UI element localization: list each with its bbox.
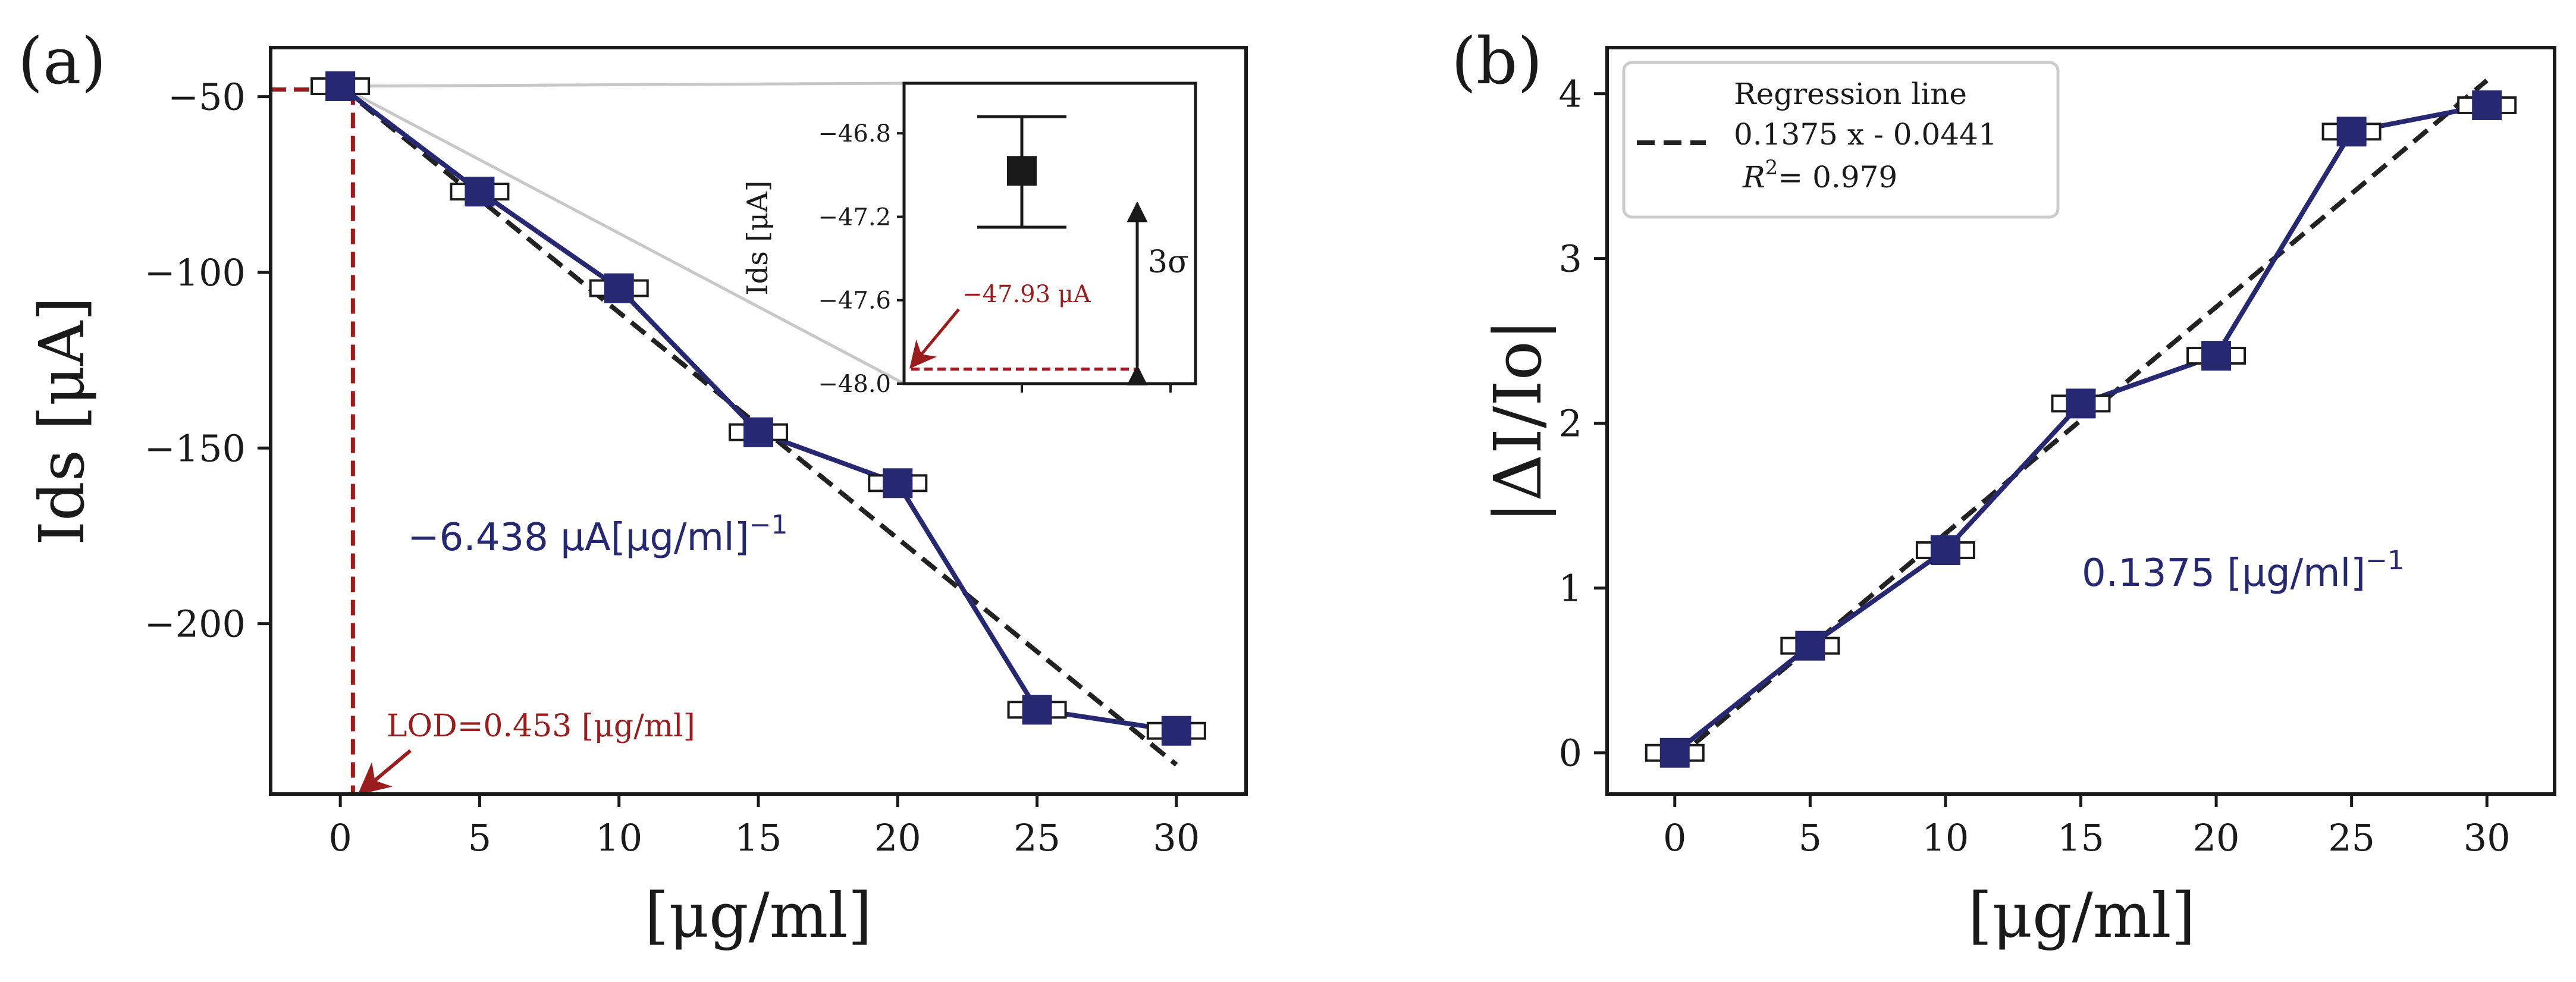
legend-title: Regression line xyxy=(1734,77,1967,111)
y-tick-label: 2 xyxy=(1559,402,1582,445)
inset-lod-arrow xyxy=(909,308,960,369)
x-tick-label: 30 xyxy=(2464,816,2511,859)
data-point xyxy=(2472,90,2502,120)
panel-a: (a) −6.438 μA[μg/ml]−1 LOD=0.453 [μg/ml]… xyxy=(18,24,1248,952)
x-axis-label: [μg/ml] xyxy=(645,879,872,952)
data-point xyxy=(883,468,913,498)
y-tick-label: 4 xyxy=(1559,73,1582,116)
y-tick-label: 1 xyxy=(1559,567,1582,610)
y-axis-label: |ΔI/Io| xyxy=(1480,319,1556,523)
panel-a-label: (a) xyxy=(18,24,106,99)
x-tick-label: 5 xyxy=(1799,816,1822,859)
x-tick-label: 0 xyxy=(328,816,352,859)
x-tick-label: 30 xyxy=(1153,816,1200,859)
axis-ticks: 0 5 10 15 20 25 30 0 1 2 3 4 xyxy=(1559,73,2511,859)
inset-axis-ticks: −46.8 −47.2 −47.6 −48.0 xyxy=(818,120,1172,398)
data-point xyxy=(1659,738,1690,768)
sensitivity-annotation: −6.438 μA[μg/ml]−1 xyxy=(407,510,788,560)
legend-r2-exponent: 2 xyxy=(1765,156,1778,180)
panel-b-label: (b) xyxy=(1451,24,1542,99)
inset-y-tick-label: −48.0 xyxy=(818,371,891,398)
x-tick-label: 5 xyxy=(468,816,491,859)
legend: Regression line 0.1375 x - 0.0441 R2= 0.… xyxy=(1622,61,2060,219)
legend-r2-value: = 0.979 xyxy=(1778,160,1897,194)
y-tick-label: −100 xyxy=(145,251,246,294)
sensitivity-text: 0.1375 [μg/ml] xyxy=(2082,551,2365,595)
x-tick-label: 15 xyxy=(735,816,782,859)
inset-lod-annotation: −47.93 μA xyxy=(962,281,1091,308)
sensitivity-exponent: −1 xyxy=(749,510,788,540)
y-tick-label: 3 xyxy=(1559,237,1582,281)
legend-box xyxy=(1622,61,2060,219)
y-tick-label: −150 xyxy=(145,426,246,470)
y-tick-label: −50 xyxy=(168,76,246,119)
data-point xyxy=(743,417,773,447)
x-tick-label: 20 xyxy=(874,816,921,859)
data-point xyxy=(2066,388,2096,419)
lod-guides xyxy=(271,87,355,794)
sensitivity-text: −6.438 μA[μg/ml] xyxy=(407,516,749,560)
data-point xyxy=(1795,630,1825,661)
axis-ticks: 0 5 10 15 20 25 30 −50 −100 −150 −200 xyxy=(145,76,1200,859)
inset-y-tick-label: −46.8 xyxy=(818,120,891,148)
y-axis-label: Ids [μA] xyxy=(26,297,98,545)
x-axis-label: [μg/ml] xyxy=(1968,879,2195,952)
inset-y-tick-label: −47.2 xyxy=(818,203,891,231)
inset-frame xyxy=(902,81,1197,385)
legend-r2: R2= 0.979 xyxy=(1742,156,1897,194)
y-tick-label: 0 xyxy=(1559,732,1582,775)
x-tick-label: 10 xyxy=(595,816,642,859)
data-point xyxy=(465,177,495,207)
data-point xyxy=(1930,535,1960,565)
zoom-line-bottom xyxy=(339,84,905,385)
inset-zoom-lines xyxy=(339,81,905,385)
sensitivity-annotation: 0.1375 [μg/ml]−1 xyxy=(2082,545,2404,595)
inset-mean-point xyxy=(1007,156,1037,186)
sensitivity-exponent: −1 xyxy=(2365,545,2404,576)
inset-y-tick-label: −47.6 xyxy=(818,287,891,315)
lod-annotation: LOD=0.453 [μg/ml] xyxy=(387,708,695,744)
panel-b: (b) 0.1375 [μg/ml]−1 Regression line 0.1… xyxy=(1451,24,2556,952)
y-tick-label: −200 xyxy=(145,603,246,646)
data-series xyxy=(1645,90,2517,768)
data-point xyxy=(604,273,634,303)
data-point xyxy=(1161,716,1191,746)
data-point xyxy=(2336,117,2367,147)
x-tick-label: 15 xyxy=(2057,816,2104,859)
inset-y-axis-label: Ids [μA] xyxy=(741,181,774,296)
data-point xyxy=(1022,695,1052,725)
inset-sigma-label: 3σ xyxy=(1148,244,1189,280)
legend-equation: 0.1375 x - 0.0441 xyxy=(1734,117,1997,152)
x-tick-label: 25 xyxy=(2328,816,2375,859)
x-tick-label: 25 xyxy=(1014,816,1060,859)
x-tick-label: 20 xyxy=(2193,816,2240,859)
data-point xyxy=(2201,341,2232,371)
data-series xyxy=(310,71,1206,746)
lod-arrow xyxy=(357,749,412,795)
x-tick-label: 10 xyxy=(1922,816,1969,859)
inset: −46.8 −47.2 −47.6 −48.0 Ids [μA] 3σ −47.93 … xyxy=(741,81,1197,398)
x-tick-label: 0 xyxy=(1663,816,1686,859)
data-point xyxy=(325,71,356,101)
zoom-line-top xyxy=(340,81,905,88)
legend-r2-symbol: R xyxy=(1742,160,1765,194)
